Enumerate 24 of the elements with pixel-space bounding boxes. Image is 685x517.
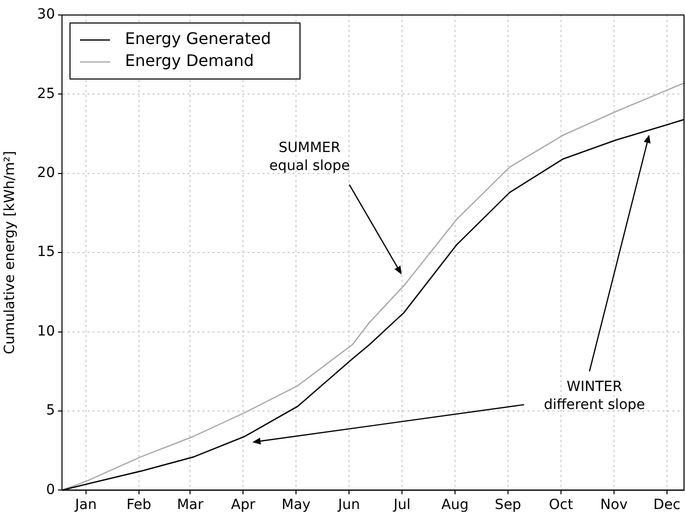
x-tick-label: Feb	[126, 497, 152, 514]
legend-label: Energy Demand	[125, 51, 254, 70]
x-tick-label: Dec	[653, 497, 680, 514]
y-axis-title: Cumulative energy [kWh/m²]	[2, 150, 18, 354]
x-tick-label: Apr	[231, 497, 256, 514]
x-tick-label: May	[282, 497, 311, 514]
y-tick-label: 5	[46, 402, 55, 419]
x-tick-label: Oct	[548, 497, 574, 514]
y-tick-label: 15	[37, 244, 55, 260]
x-tick-label: Nov	[600, 497, 628, 514]
y-tick-label: 25	[37, 86, 55, 102]
y-tick-label: 0	[46, 482, 55, 498]
x-tick-label: Sep	[494, 497, 522, 514]
legend-label: Energy Generated	[125, 29, 271, 48]
x-tick-label: Jun	[337, 497, 360, 514]
x-tick-label: Jul	[392, 497, 411, 514]
x-tick-label: Aug	[441, 497, 469, 514]
y-tick-label: 10	[37, 323, 55, 340]
x-tick-label: Mar	[176, 497, 204, 514]
annotation: SUMMER equal slope	[269, 140, 350, 174]
y-tick-label: 20	[37, 165, 55, 182]
x-tick-label: Jan	[74, 497, 97, 514]
annotation: WINTER different slope	[544, 379, 646, 414]
y-tick-label: 30	[37, 6, 55, 23]
